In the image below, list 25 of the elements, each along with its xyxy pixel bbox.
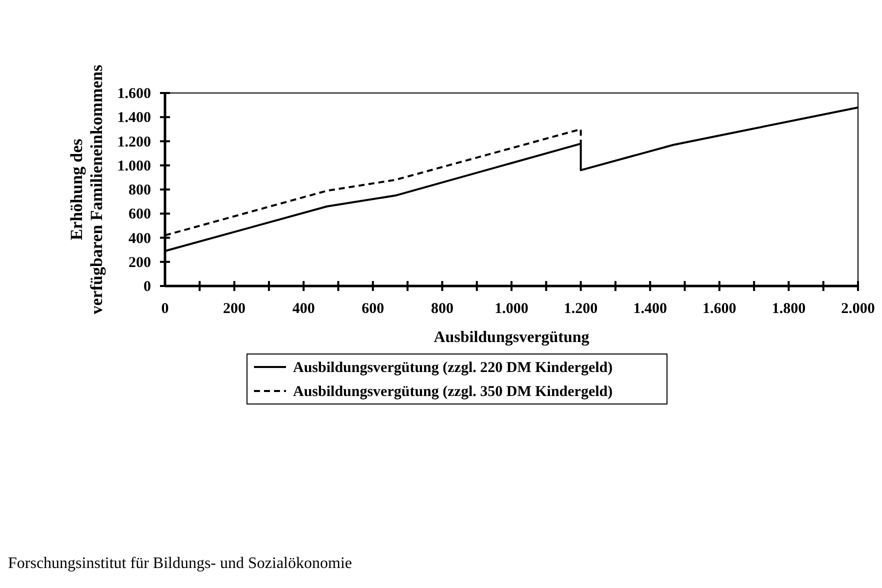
x-tick-label: 1.200 (564, 301, 598, 317)
y-tick-label: 1.600 (117, 86, 151, 102)
x-tick-label: 1.600 (702, 301, 736, 317)
y-tick-label: 800 (128, 182, 151, 198)
y-tick-label: 200 (128, 254, 151, 271)
x-tick-label: 400 (292, 301, 315, 317)
x-tick-label: 1.400 (633, 301, 667, 317)
x-axis-title: Ausbildungsvergütung (434, 329, 590, 346)
x-tick-label: 200 (223, 301, 246, 317)
y-tick-label: 0 (144, 279, 151, 295)
y-tick-label: 1.400 (117, 110, 151, 126)
y-tick-label: 1.200 (117, 134, 151, 150)
y-axis-title: Erhöhung des verfügbaren Familieneinkommens (67, 64, 106, 314)
y-tick-label: 1.000 (117, 158, 151, 174)
y-tick-label: 600 (128, 206, 151, 223)
x-tick-label: 600 (362, 301, 384, 317)
x-tick-label: 2.000 (841, 301, 875, 317)
x-tick-label: 0 (161, 301, 169, 317)
legend-label: Ausbildungsvergütung (zzgl. 220 DM Kindergeld) (293, 360, 613, 376)
x-tick-label: 1.800 (772, 301, 806, 317)
y-tick-label: 400 (128, 230, 151, 247)
text: Forschungsinstitut für Bildungs- und Sozialökonomie (8, 555, 352, 572)
x-tick-label: 1.000 (494, 301, 528, 317)
x-tick-label: 800 (430, 301, 454, 317)
legend-label: Ausbildungsvergütung (zzgl. 350 DM Kindergeld) (293, 384, 613, 400)
